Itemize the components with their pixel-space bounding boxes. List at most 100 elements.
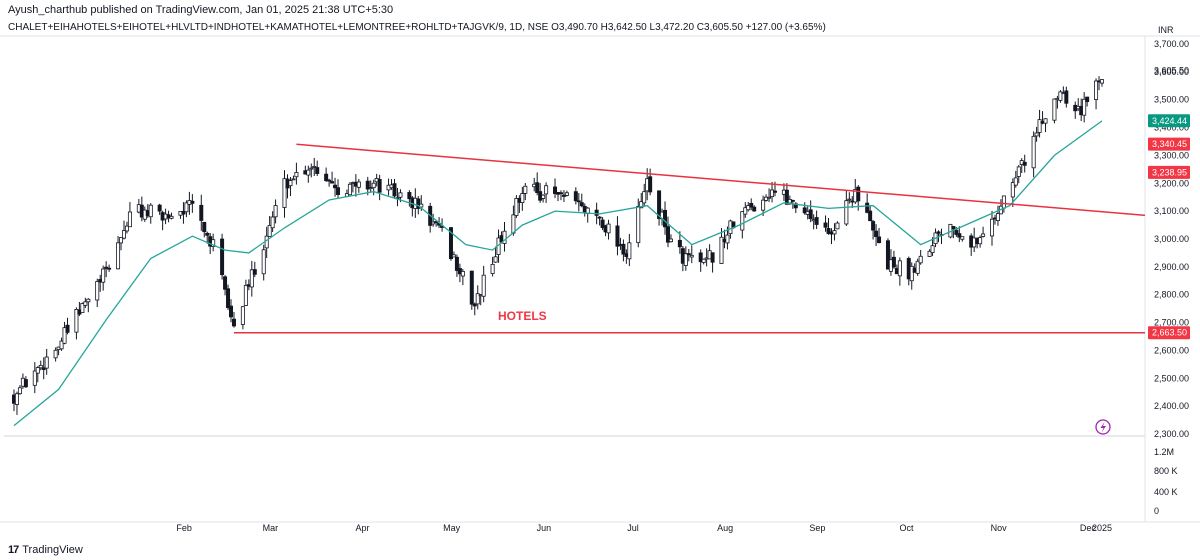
candle-body [23,379,28,388]
candle-body [127,211,132,228]
candle-body [371,182,376,189]
candle-body [181,210,186,215]
price-label-box [1148,326,1190,340]
candle-body [1064,90,1069,104]
time-tick: Dec [1080,523,1097,533]
candle-body [823,222,828,228]
volume-tick: 800 K [1154,466,1178,476]
candle-body [544,185,549,195]
candle-body [226,288,231,309]
candle-body [995,213,1000,222]
candle-body [273,205,278,218]
candle-body [469,270,474,305]
candle-body [223,276,228,290]
candle-body [749,202,754,208]
candle-body [930,245,935,253]
candle-body [205,232,210,236]
descending-trendline[interactable] [296,143,1146,217]
candle-body [291,178,296,181]
volume-tick: 0 [1154,506,1159,516]
candle-body [615,225,620,247]
candle-body [368,187,373,189]
tradingview-brand[interactable]: 17 TradingView [8,544,83,556]
candle-body [954,229,959,235]
candle-body [347,183,352,196]
candle-body [764,196,769,201]
price-tick: 3,600.00 [1154,67,1189,77]
candle-body [184,202,189,213]
candle-body [668,238,673,243]
time-tick: Jul [627,523,639,533]
time-tick: 2025 [1092,523,1112,533]
candle-body [17,387,22,395]
brand-label: TradingView [22,544,83,556]
candle-body [107,267,112,270]
volume-axis: 1.2M 800 K 400 K 0 [1154,447,1178,516]
candle-body [1043,118,1048,124]
candle-body [202,221,207,233]
candle-body [686,253,691,256]
candle-body [481,274,486,297]
candle-body [83,301,88,306]
candle-body [909,265,914,282]
candle-body [642,191,647,204]
candle-body [553,186,558,195]
candle-body [960,236,965,240]
candle-body [1001,195,1006,209]
candle-body [558,192,563,195]
candle-body [981,233,986,237]
time-tick: Sep [809,523,825,533]
candle-body [121,230,126,239]
candle-body [514,198,519,216]
candle-body [683,253,688,266]
volume-tick: 1.2M [1154,447,1174,457]
candle-body [252,269,257,275]
price-tick: 2,800.00 [1154,290,1189,300]
candle-body [157,204,162,212]
candle-body [877,236,882,244]
candle-body [627,242,632,260]
candle-body [597,216,602,219]
time-tick: Apr [356,523,370,533]
candle-body [701,258,706,263]
candle-body [600,219,605,228]
candle-body [657,190,662,219]
candle-body [770,189,775,198]
candle-body [871,221,876,231]
candle-body [32,370,37,386]
price-label-box [1148,137,1190,151]
candle-body [1058,91,1063,101]
candle-body [639,201,644,209]
candle-body [124,225,129,232]
price-label: 3,605.50 [1154,65,1189,75]
candle-body [62,327,67,344]
candle-body [35,367,40,374]
price-label: 3,238.95 [1152,167,1187,177]
lightning-icon[interactable] [1095,419,1111,435]
candle-body [261,249,266,275]
candle-body [472,303,477,307]
candle-body [520,193,525,203]
candle-body [315,167,320,174]
candle-body [665,226,670,243]
candle-body [511,214,516,234]
candle-body [324,173,329,182]
candle-body [116,242,121,270]
price-tick: 2,700.00 [1154,318,1189,328]
candle-body [767,196,772,199]
candle-body [249,269,254,288]
candle-body [336,187,341,195]
candle-body [579,202,584,207]
candle-body [951,226,956,230]
candle-body [490,263,495,274]
candle-body [199,204,204,221]
candle-body [814,217,819,225]
candle-body [1052,98,1057,121]
candle-body [119,237,124,244]
candle-body [1100,79,1105,84]
price-tick: 3,700.00 [1154,39,1189,49]
candle-body [330,181,335,184]
candle-body [74,309,79,333]
candle-body [398,192,403,198]
